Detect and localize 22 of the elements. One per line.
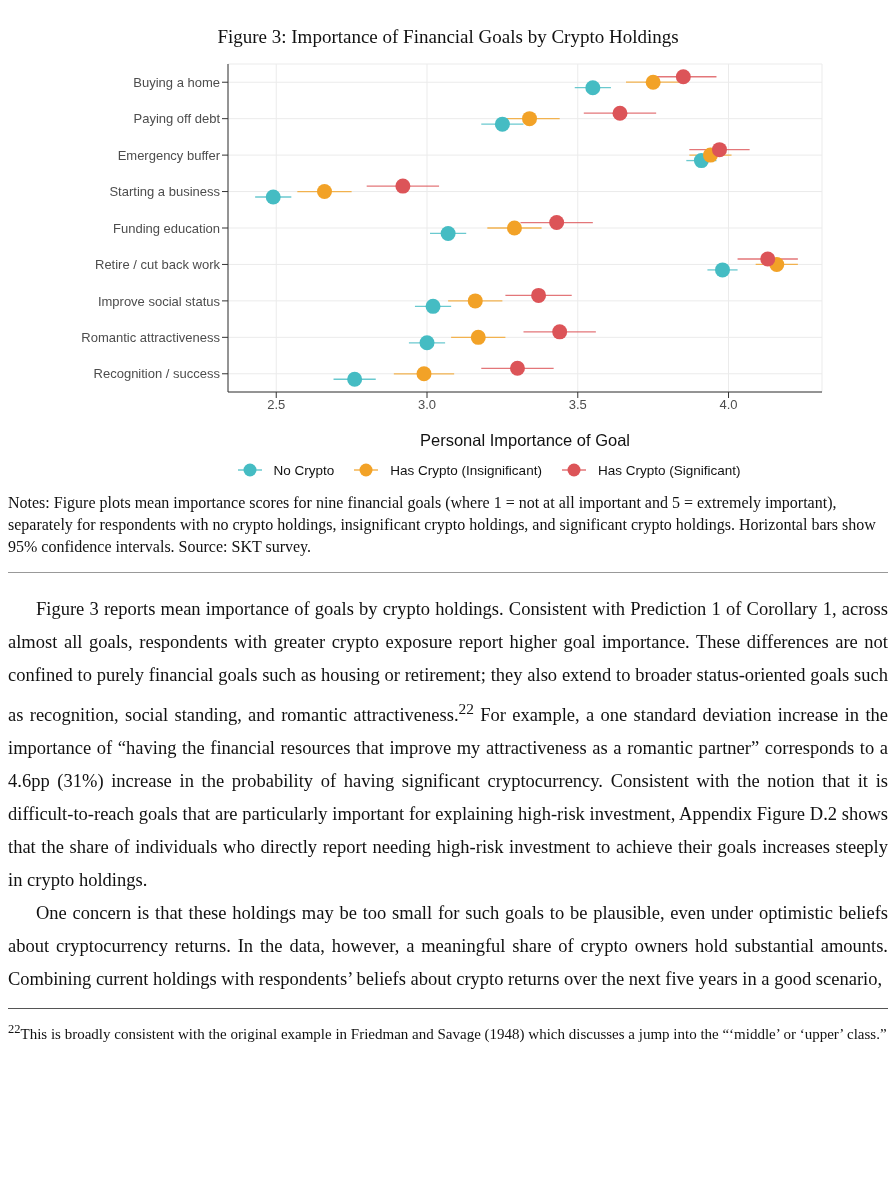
y-tick-label: Improve social status [97, 293, 221, 309]
y-tick-label: Funding education [113, 220, 220, 236]
x-tick-label: 3.0 [417, 397, 437, 413]
text: One concern is that these holdings may be too small for such goals to be plausible, even under optimistic beliefs about cryptocurrency returns. In the data, however, a meaningful share of crypto owners hold substantial amounts. Combining current holdings with respondents’ beliefs about crypto returns over the next five years in a good scenario, [8, 902, 888, 992]
y-tick-label: Buying a home [133, 74, 220, 90]
legend-label: Has Crypto (Insignificant) [389, 462, 542, 478]
legend-label: Has Crypto (Significant) [596, 462, 741, 478]
text: $^{22}$This is broadly consistent with the original example in Friedman and Savage (1948) which discusses a jump into the “‘middle’ or ‘upper’ class.” [8, 1008, 888, 1045]
y-tick-label: Retire / cut back work [95, 257, 221, 273]
y-tick-label: Starting a business [109, 184, 221, 200]
chart-title: Figure 3: Importance of Financial Goals by Crypto Holdings [216, 26, 680, 48]
x-tick-label: 3.5 [568, 397, 587, 413]
text: Figure 3 reports mean importance of goals by crypto holdings. Consistent with Prediction 1 of Corollary 1, across almost all goals, respondents with greater crypto exposure report higher goal importance. These differences are not confined to purely financial goals such as housing or retirement; they also extend to broader status-oriented goals such as recognition, social standing, and romantic attractiveness.$^{22}$ For example, a one standard deviation increase in the importance of “having the financial resources that improve my attractiveness as a romantic partner” corresponds to a 4.6pp (31%) increase in the probability of having significant cryptocurrency. Consistent with the notion that it is difficult-to-reach goals that are particularly important for explaining high-risk investment, Appendix Figure D.2 shows that the share of individuals who directly report needing high-risk investment to achieve their goals increases steeply in crypto holdings. [8, 599, 888, 891]
x-axis-title: Personal Importance of Goal [419, 431, 631, 449]
y-tick-label: Paying off debt [133, 111, 221, 127]
text: Notes: Figure plots mean importance scores for nine financial goals (where 1 = not at all important and 5 = extremely important), separately for respondents with no crypto holdings, insignificant crypto holdings, and significant crypto holdings. Horizontal bars show 95% confidence intervals. Source: SKT survey. [8, 492, 888, 573]
x-tick-label: 2.5 [267, 397, 286, 413]
y-tick-label: Recognition / success [93, 366, 221, 382]
legend-label: No Crypto [272, 462, 335, 478]
y-tick-label: Emergency buffer [117, 147, 221, 163]
x-tick-label: 4.0 [719, 397, 738, 413]
y-tick-label: Romantic attractiveness [81, 329, 221, 345]
